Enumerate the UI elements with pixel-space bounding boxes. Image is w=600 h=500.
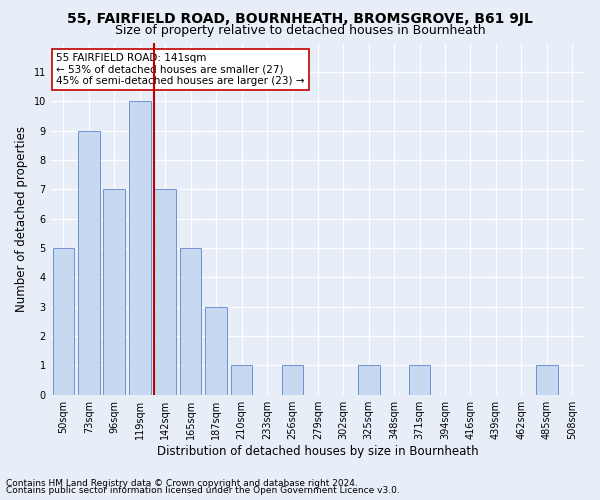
Bar <box>154 190 176 394</box>
Bar <box>230 366 253 394</box>
Bar <box>409 366 430 394</box>
Text: 55, FAIRFIELD ROAD, BOURNHEATH, BROMSGROVE, B61 9JL: 55, FAIRFIELD ROAD, BOURNHEATH, BROMSGRO… <box>67 12 533 26</box>
Bar <box>53 248 74 394</box>
Bar <box>103 190 125 394</box>
Bar <box>205 306 227 394</box>
Text: Contains public sector information licensed under the Open Government Licence v3: Contains public sector information licen… <box>6 486 400 495</box>
Bar <box>281 366 303 394</box>
Bar <box>129 101 151 394</box>
X-axis label: Distribution of detached houses by size in Bournheath: Distribution of detached houses by size … <box>157 444 479 458</box>
Bar <box>358 366 380 394</box>
Text: 55 FAIRFIELD ROAD: 141sqm
← 53% of detached houses are smaller (27)
45% of semi-: 55 FAIRFIELD ROAD: 141sqm ← 53% of detac… <box>56 53 305 86</box>
Bar <box>536 366 557 394</box>
Bar <box>78 130 100 394</box>
Y-axis label: Number of detached properties: Number of detached properties <box>15 126 28 312</box>
Bar <box>180 248 202 394</box>
Text: Contains HM Land Registry data © Crown copyright and database right 2024.: Contains HM Land Registry data © Crown c… <box>6 478 358 488</box>
Text: Size of property relative to detached houses in Bournheath: Size of property relative to detached ho… <box>115 24 485 37</box>
